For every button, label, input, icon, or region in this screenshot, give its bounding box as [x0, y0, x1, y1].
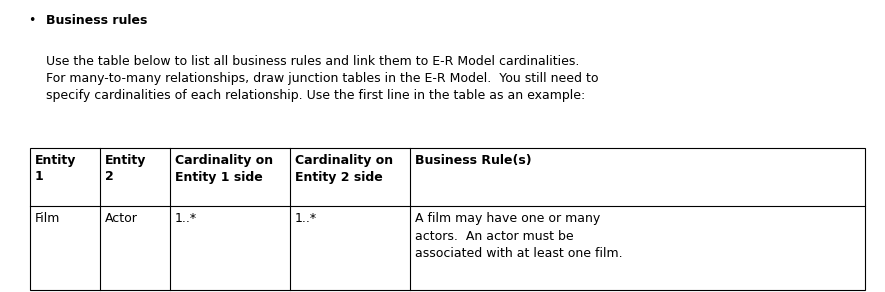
Text: 1..*: 1..*: [175, 212, 197, 225]
Text: For many-to-many relationships, draw junction tables in the E-R Model.  You stil: For many-to-many relationships, draw jun…: [46, 72, 598, 85]
Text: Cardinality on
Entity 1 side: Cardinality on Entity 1 side: [175, 154, 273, 183]
Text: Use the table below to list all business rules and link them to E-R Model cardin: Use the table below to list all business…: [46, 55, 580, 68]
Bar: [30, 148, 865, 290]
Text: Entity
1: Entity 1: [35, 154, 76, 183]
Text: Film: Film: [35, 212, 60, 225]
Text: Business Rule(s): Business Rule(s): [415, 154, 532, 167]
Text: Entity
2: Entity 2: [105, 154, 146, 183]
Text: specify cardinalities of each relationship. Use the first line in the table as a: specify cardinalities of each relationsh…: [46, 89, 585, 102]
Text: Cardinality on
Entity 2 side: Cardinality on Entity 2 side: [295, 154, 393, 183]
Text: •: •: [28, 14, 35, 27]
Text: Business rules: Business rules: [46, 14, 148, 27]
Text: 1..*: 1..*: [295, 212, 317, 225]
Text: Actor: Actor: [105, 212, 138, 225]
Text: A film may have one or many
actors.  An actor must be
associated with at least o: A film may have one or many actors. An a…: [415, 212, 623, 260]
